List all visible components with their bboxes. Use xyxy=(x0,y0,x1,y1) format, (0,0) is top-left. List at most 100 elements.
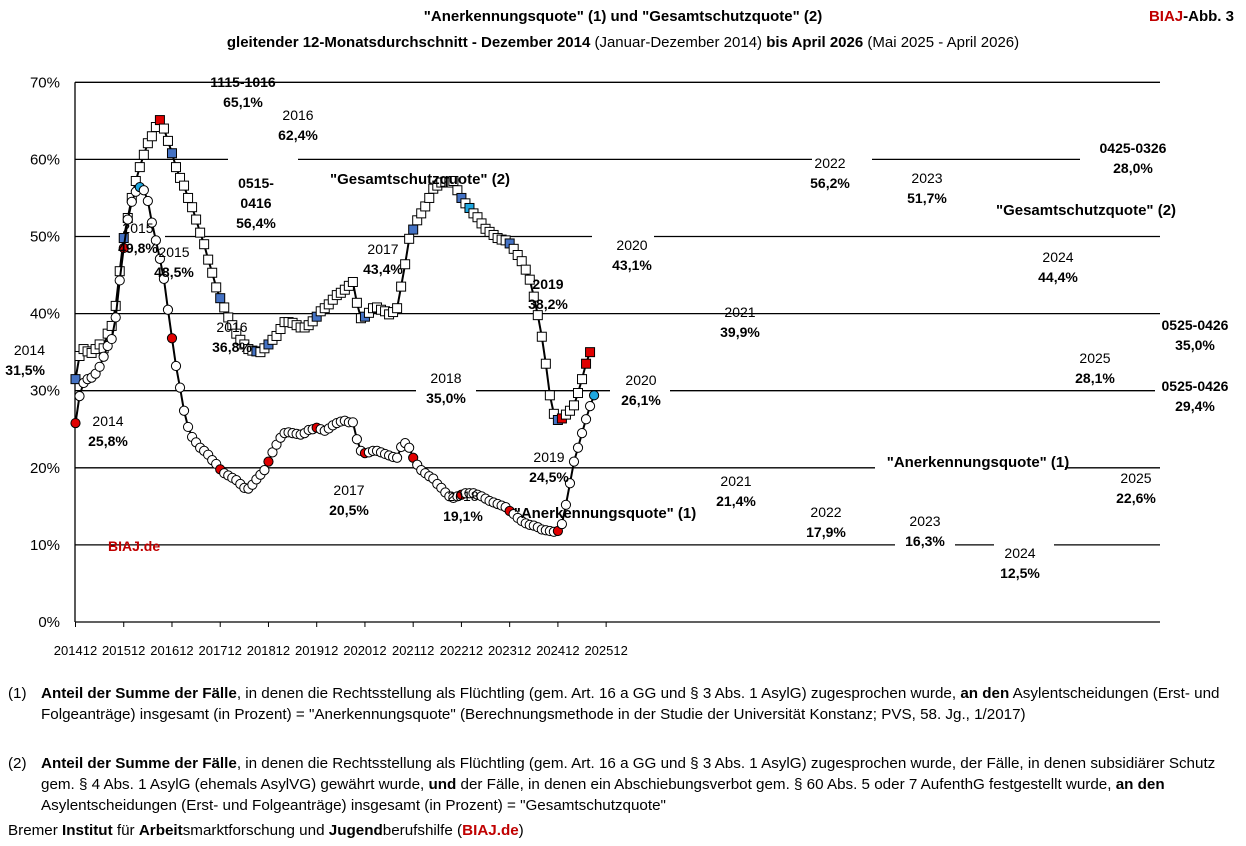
gesamtschutzquote-point xyxy=(158,123,169,134)
gesamtschutzquote-label: 2022 xyxy=(814,155,845,171)
anerkennungsquote-label: 2017 xyxy=(333,482,364,498)
label-background xyxy=(994,538,1054,578)
anerkennungsquote-point xyxy=(580,414,592,425)
footnote-1-number: (1) xyxy=(8,685,27,702)
subtitle-part3: bis April 2026 xyxy=(766,34,864,51)
gesamtschutzquote-point xyxy=(203,254,214,265)
gesamtschutzquote-point xyxy=(400,259,411,270)
anerkennungsquote-point xyxy=(351,434,362,445)
label-background xyxy=(1155,315,1235,355)
gesamtschutzquote-label: 2019 xyxy=(532,276,563,292)
gesamtschutzquote-point xyxy=(195,227,206,238)
gesamtschutzquote-point xyxy=(532,310,543,321)
series-name-label: "Anerkennungsquote" (1) xyxy=(887,454,1070,471)
gesamtschutzquote-label: 2020 xyxy=(616,237,647,253)
footnote-2-bold-1: Anteil der Summe der Fälle xyxy=(41,755,237,772)
subtitle-part2: (Januar-Dezember 2014) xyxy=(590,34,767,51)
credit-link[interactable]: BIAJ.de xyxy=(462,822,519,839)
gesamtschutzquote-label: 2017 xyxy=(367,241,398,257)
gesamtschutzquote-point xyxy=(581,358,592,369)
gesamtschutzquote-value: 43,4% xyxy=(363,261,403,277)
anerkennungsquote-point xyxy=(106,333,117,345)
x-tick-label: 202312 xyxy=(488,643,531,658)
label-background xyxy=(610,372,670,412)
series-name-label: "Anerkennungsquote" (1) xyxy=(514,505,697,522)
anerkennungsquote-value: 20,5% xyxy=(329,502,369,518)
gesamtschutzquote-label: 2014 xyxy=(14,342,45,358)
gesamtschutzquote-point xyxy=(585,347,596,358)
anerkennungsquote-point xyxy=(74,390,85,402)
gesamtschutzquote-point xyxy=(106,320,117,331)
anerkennungsquote-label: 2025 xyxy=(1120,470,1151,486)
anerkennungsquote-point xyxy=(263,456,274,467)
gesamtschutzquote-label: 2016 xyxy=(282,107,313,123)
footnote-1-text-2: Asylentscheidungen (Erst- und Folgeanträ… xyxy=(41,685,1220,723)
anerkennungsquote-point xyxy=(158,273,170,285)
gesamtschutzquote-point xyxy=(536,331,547,342)
footnote-1-bold-1: Anteil der Summe der Fälle xyxy=(41,685,237,702)
gesamtschutzquote-point xyxy=(171,162,181,173)
gesamtschutzquote-point xyxy=(183,192,194,203)
anerkennungsquote-point xyxy=(564,478,576,489)
anerkennungsquote-value: 21,4% xyxy=(716,493,756,509)
anerkennungsquote-label: 0525-0426 xyxy=(1162,378,1229,394)
x-tick-label: 201412 xyxy=(54,643,97,658)
footnote-2-text-2: der Fälle, in denen ein Abschiebungsverb… xyxy=(456,776,1116,793)
gesamtschutzquote-point xyxy=(573,388,583,399)
credit-p1: Bremer xyxy=(8,822,63,839)
anerkennungsquote-point xyxy=(114,275,125,286)
anerkennungsquote-value: 19,1% xyxy=(443,508,483,524)
y-tick-label: 70% xyxy=(30,74,60,91)
credit-p4: berufshilfe ( xyxy=(382,822,463,839)
label-background xyxy=(1155,375,1235,415)
gesamtschutzquote-label: 1115-1016 xyxy=(210,74,276,90)
x-tick-label: 202212 xyxy=(440,643,483,658)
gesamtschutzquote-label: 2023 xyxy=(911,170,942,186)
gesamtschutzquote-value: 35,0% xyxy=(1175,337,1215,353)
anerkennungsquote-point xyxy=(110,312,121,323)
footnote-1: (1) Anteil der Summe der Fälle, in denen… xyxy=(8,683,1238,725)
gesamtschutzquote-point xyxy=(544,390,555,401)
anerkennungsquote-value: 36,8% xyxy=(212,339,252,355)
line-chart: 0%10%20%30%40%50%60%70%201412 201512 20161… xyxy=(5,74,1235,658)
gesamtschutzquote-point xyxy=(347,276,358,287)
anerkennungsquote-point xyxy=(347,417,358,428)
gesamtschutzquote-point xyxy=(568,400,579,411)
x-tick-label: 201612 xyxy=(150,643,193,658)
anerkennungsquote-point xyxy=(404,442,415,453)
y-tick-label: 0% xyxy=(38,614,60,631)
gesamtschutzquote-value: 49,8% xyxy=(118,240,158,256)
footnote-2-bold-3: an den xyxy=(1115,776,1165,793)
label-background xyxy=(592,221,654,263)
anerkennungsquote-label: 2021 xyxy=(720,473,751,489)
gesamtschutzquote-label: 2024 xyxy=(1042,249,1073,265)
gesamtschutzquote-point xyxy=(408,224,419,235)
label-background xyxy=(15,338,70,378)
credit-p2: für xyxy=(112,822,139,839)
gesamtschutzquote-point xyxy=(70,374,81,385)
anerkennungsquote-point xyxy=(182,421,194,433)
anerkennungsquote-point xyxy=(568,456,580,467)
gesamtschutzquote-point xyxy=(424,192,435,203)
label-background xyxy=(875,450,1065,472)
x-tick-label: 202112 xyxy=(392,643,434,658)
label-background xyxy=(1115,470,1175,510)
anerkennungsquote-label: 0515- xyxy=(238,175,274,191)
gesamtschutzquote-point xyxy=(392,303,403,314)
anerkennungsquote-point xyxy=(392,452,403,463)
anerkennungsquote-point xyxy=(94,361,105,372)
anerkennungsquote-label: 2016 xyxy=(216,319,247,335)
anerkennungsquote-value: 29,4% xyxy=(1175,398,1215,414)
anerkennungsquote-label: 2014 xyxy=(92,413,123,429)
anerkennungsquote-point xyxy=(572,442,584,453)
x-tick-label: 201512 xyxy=(102,643,145,658)
gesamtschutzquote-value: 31,5% xyxy=(5,362,45,378)
gesamtschutzquote-point xyxy=(146,131,157,142)
gesamtschutzquote-value: 62,4% xyxy=(278,127,318,143)
gesamtschutzquote-label: 2015 xyxy=(122,220,153,236)
anerkennungsquote-label: 2019 xyxy=(533,449,564,465)
chart-subtitle: gleitender 12-Monatsdurchschnitt - Dezem… xyxy=(0,34,1246,51)
anerkennungsquote-point xyxy=(259,465,270,476)
anerkennungsquote-label: 2022 xyxy=(810,504,841,520)
anerkennungsquote-point xyxy=(174,382,186,393)
